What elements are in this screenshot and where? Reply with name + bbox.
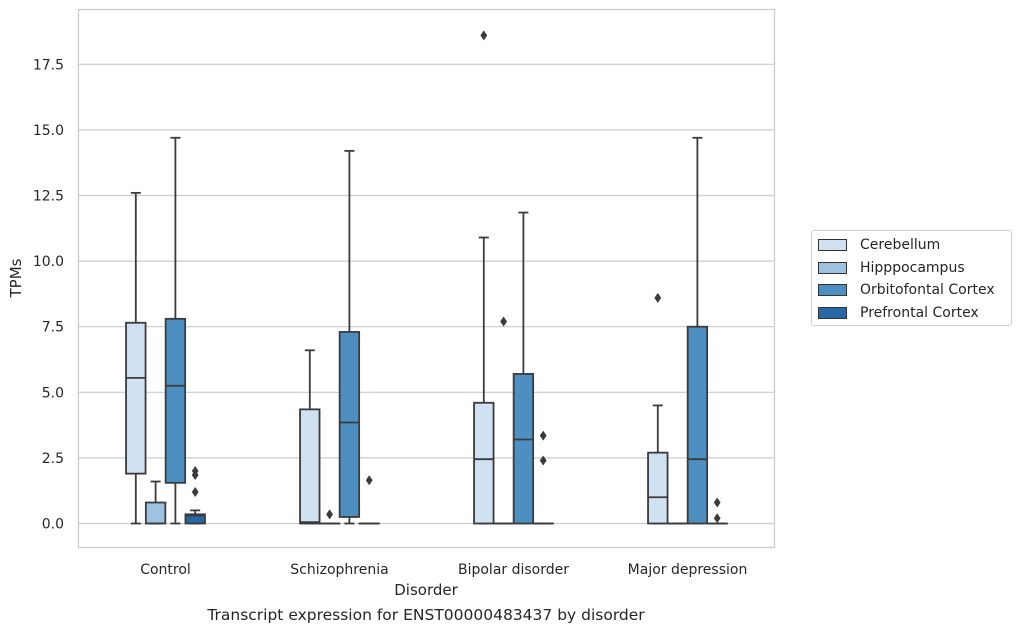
x-tick-label: Schizophrenia: [290, 562, 388, 578]
y-tick-label: 0.0: [42, 517, 64, 533]
chart-caption: Transcript expression for ENST0000048343…: [207, 606, 645, 624]
legend-label: Cerebellum: [860, 237, 941, 253]
box-group: [184, 466, 206, 525]
x-tick-label: Major depression: [628, 562, 748, 578]
legend-swatch: [818, 307, 847, 320]
x-tick-label: Control: [140, 562, 191, 578]
y-tick-label: 15.0: [33, 123, 64, 139]
legend: Cerebellum Hipppocampus Orbitofontal Corte…: [811, 230, 1012, 326]
box-group: [358, 475, 380, 525]
outlier-point: [500, 316, 507, 327]
legend-item: Hipppocampus: [818, 257, 965, 279]
legend-swatch: [818, 284, 847, 297]
legend-label: Prefrontal Cortex: [860, 305, 979, 322]
legend-swatch: [818, 239, 847, 251]
legend-label: Hipppocampus: [860, 259, 965, 276]
box-group: [144, 480, 167, 525]
x-tick-labels: Control Schizophrenia Bipolar disorder Majo…: [140, 562, 747, 578]
box-group: [492, 316, 515, 525]
y-tick-label: 17.5: [33, 57, 64, 73]
outlier-point: [191, 487, 199, 498]
outlier-point: [654, 292, 662, 303]
box-group: [473, 30, 495, 525]
box-group: [299, 349, 321, 525]
x-tick-label: Bipolar disorder: [458, 562, 569, 578]
box-group: [647, 292, 669, 525]
box-group: [338, 149, 361, 525]
box: [299, 408, 321, 525]
box: [338, 331, 361, 518]
box: [686, 325, 709, 525]
y-tick-labels: 0.0 2.5 5.0 7.5 10.0 12.5 15.0 17.5: [33, 57, 64, 532]
y-tick-label: 7.5: [42, 320, 64, 336]
y-axis-label: TPMs: [7, 258, 25, 298]
legend-swatch: [818, 261, 847, 274]
box-group: [512, 211, 535, 525]
outlier-point: [326, 509, 333, 520]
box: [184, 513, 206, 525]
legend-item: Prefrontal Cortex: [818, 302, 979, 324]
box-group: [686, 136, 709, 525]
box-group: [706, 497, 728, 525]
outlier-point: [713, 513, 721, 524]
box-group: [318, 509, 341, 525]
box: [164, 317, 187, 484]
x-axis-label: Disorder: [394, 581, 458, 599]
box-group: [125, 191, 147, 525]
box: [647, 451, 669, 525]
box: [512, 373, 535, 525]
outlier-point: [191, 466, 199, 477]
box: [144, 501, 167, 525]
legend-label: Orbitofontal Cortex: [860, 282, 995, 299]
box-group: [164, 136, 187, 525]
legend-item: Cerebellum: [818, 234, 940, 256]
y-tick-label: 2.5: [42, 451, 64, 467]
box: [473, 401, 495, 525]
outlier-point: [539, 430, 547, 441]
y-tick-label: 12.5: [33, 189, 64, 205]
box: [125, 321, 147, 475]
legend-item: Orbitofontal Cortex: [818, 279, 995, 301]
outlier-point: [365, 475, 373, 486]
y-tick-label: 10.0: [33, 254, 64, 270]
y-tick-label: 5.0: [42, 385, 64, 401]
outlier-point: [713, 497, 721, 508]
box-series: [125, 30, 728, 525]
outlier-point: [539, 455, 547, 466]
outlier-point: [480, 30, 488, 41]
box-group: [532, 430, 554, 525]
